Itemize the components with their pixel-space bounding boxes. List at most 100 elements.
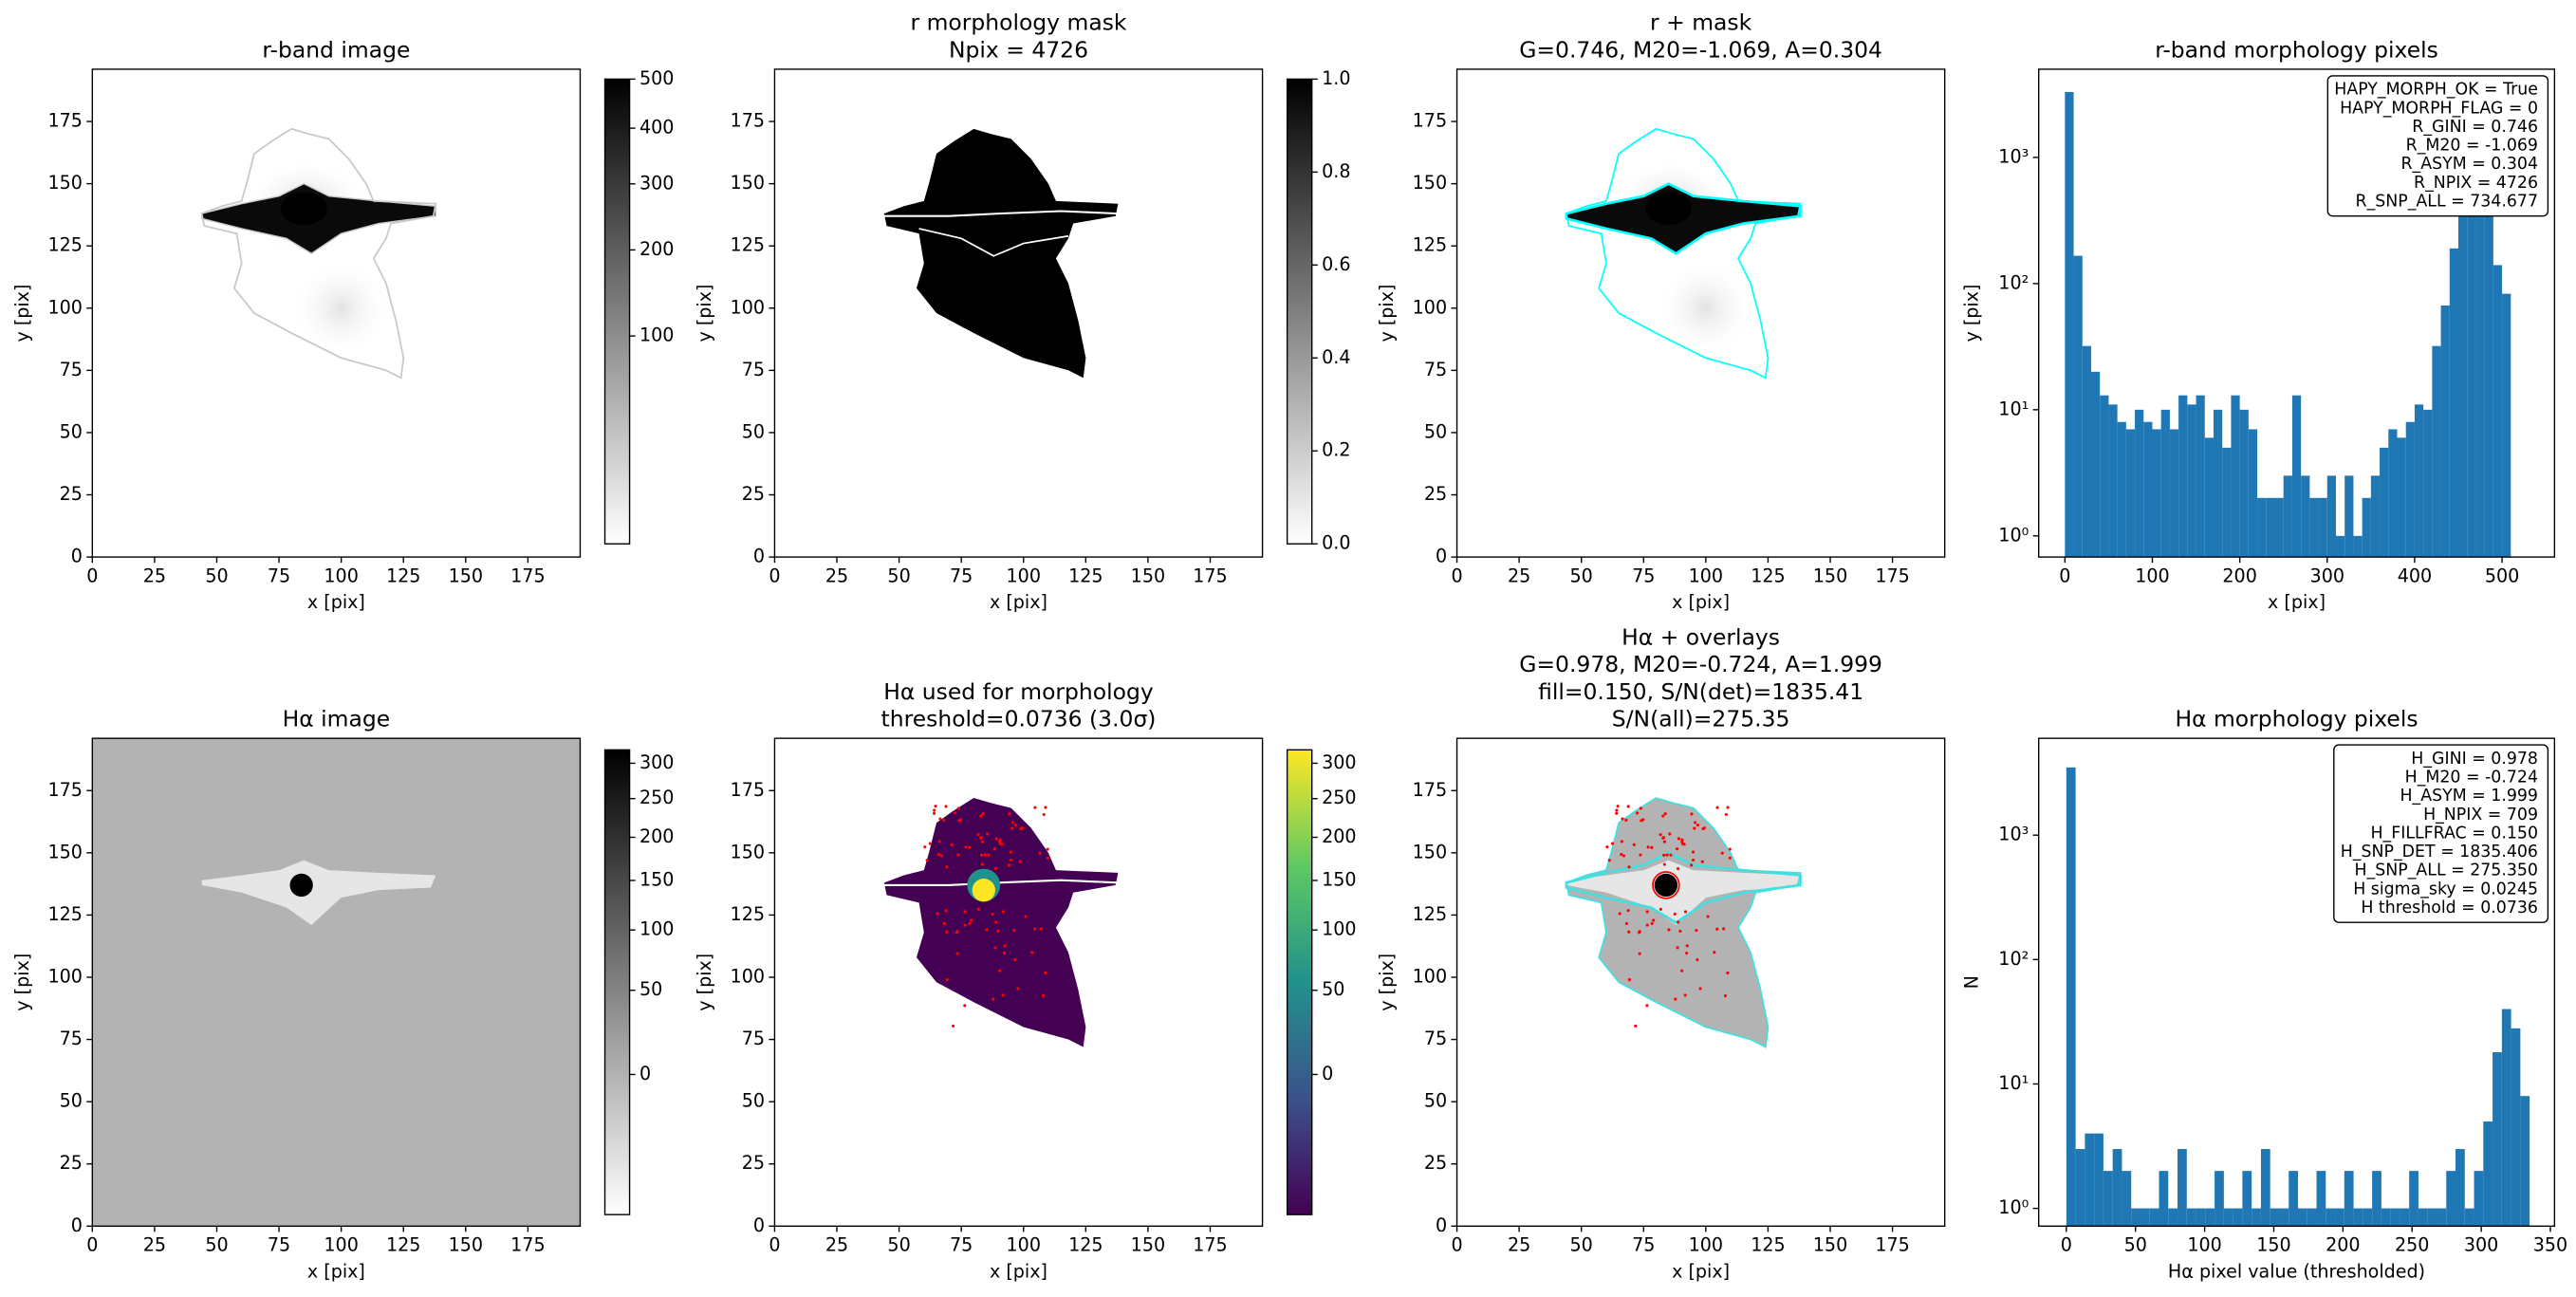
bar [2204, 437, 2214, 558]
marker [991, 912, 994, 916]
x-tick-label: 50 [2124, 1234, 2147, 1256]
y-tick-label: 75 [60, 359, 83, 380]
y-tick-label: 100 [1413, 965, 1447, 987]
marker [980, 840, 984, 843]
x-tick-label: 175 [1193, 1234, 1227, 1256]
marker [1692, 850, 1696, 854]
marker [1622, 854, 1626, 858]
bar [2260, 1149, 2270, 1227]
x-tick-label: 25 [143, 1234, 166, 1256]
annotation-line: R_GINI = 0.746 [2412, 118, 2538, 137]
marker [952, 1024, 955, 1028]
x-tick-label: 175 [1875, 1234, 1909, 1256]
bar [2239, 409, 2249, 558]
bar [2100, 395, 2109, 558]
marker [938, 817, 942, 821]
marker [1640, 819, 1643, 823]
contour [200, 127, 437, 380]
x-tick-label: 175 [510, 565, 545, 586]
marker [991, 997, 995, 1001]
marker [1676, 946, 1679, 950]
bar [2266, 497, 2275, 558]
y-tick-label: 125 [731, 903, 765, 925]
bar [2493, 265, 2503, 558]
marker [1701, 826, 1705, 831]
x-tick-label: 175 [1875, 565, 1909, 586]
marker [954, 931, 959, 935]
y-tick-label: 50 [60, 1090, 83, 1112]
x-tick-label: 500 [2485, 565, 2519, 586]
marker [1610, 842, 1614, 845]
marker [1700, 860, 1704, 863]
marker [1677, 866, 1680, 871]
mask-cut [883, 210, 1119, 217]
colorbar-tick-label: 50 [1322, 978, 1344, 1000]
x-tick-label: 300 [2464, 1234, 2498, 1256]
marker [1044, 806, 1047, 809]
marker [976, 833, 980, 837]
colorbar-tick-label: 0.8 [1322, 160, 1350, 182]
x-tick-label: 50 [205, 565, 228, 586]
marker [956, 853, 960, 857]
marker [1724, 812, 1728, 817]
marker [1726, 806, 1730, 809]
marker [1009, 850, 1013, 854]
x-tick-label: 25 [825, 565, 848, 586]
bar [2122, 1171, 2132, 1227]
marker [1010, 821, 1014, 825]
colorbar-tick-label: 100 [639, 324, 674, 346]
bar [2090, 371, 2101, 558]
marker [980, 862, 984, 866]
x-tick-label: 100 [1689, 1234, 1723, 1256]
marker [1667, 928, 1671, 932]
y-tick-label: 150 [1413, 172, 1447, 194]
y-tick-label: 10⁰ [1998, 524, 2029, 546]
bar [2223, 1208, 2233, 1227]
x-tick-label: 0 [1451, 565, 1462, 586]
marker [1010, 826, 1014, 830]
marker [928, 842, 932, 845]
x-axis-label: x [pix] [1672, 591, 1730, 613]
panel: 0 25 50 75 100 125 150 175 0 25 50 75 100 125 150 175 x … [694, 678, 1357, 1283]
marker [1683, 993, 1687, 997]
marker [979, 836, 983, 840]
panel: 0 25 50 75 100 125 150 175 0 25 50 75 100 125 150 175 x … [11, 706, 675, 1283]
bar [2409, 1171, 2418, 1227]
panel-title: fill=0.150, S/N(det)=1835.41 [1538, 678, 1863, 705]
y-tick-label: 50 [742, 1090, 765, 1112]
bar [2474, 1171, 2484, 1227]
marker [1012, 928, 1016, 933]
bar [2178, 1149, 2187, 1227]
axes-frame [1455, 68, 1946, 558]
x-tick-label: 300 [2310, 565, 2344, 586]
marker [1009, 858, 1013, 862]
colorbar [1286, 78, 1313, 545]
contour [1565, 797, 1802, 1048]
bar [2168, 1208, 2178, 1227]
marker [981, 812, 985, 816]
x-axis-label: x [pix] [990, 591, 1047, 613]
marker [976, 907, 980, 911]
panel-title: Hα morphology pixels [2175, 706, 2418, 732]
marker [1041, 993, 1045, 998]
x-tick-label: 100 [2135, 565, 2169, 586]
bar [2370, 475, 2381, 558]
bar [2117, 421, 2126, 558]
panel-title: r-band morphology pixels [2155, 36, 2438, 63]
marker [1039, 927, 1044, 931]
marker [942, 921, 946, 926]
y-tick-label: 25 [60, 1152, 83, 1174]
marker [1680, 969, 1684, 973]
contour [1565, 127, 1802, 380]
panel-title: Hα + overlays [1622, 624, 1780, 651]
axes-frame [91, 737, 582, 1228]
marker [1001, 993, 1005, 997]
y-axis-label: y [pix] [694, 954, 715, 1011]
colorbar-tick-label: 200 [639, 825, 674, 847]
x-tick-label: 150 [449, 1234, 483, 1256]
marker [1030, 951, 1034, 954]
marker [986, 832, 990, 836]
y-tick-label: 25 [1424, 1152, 1447, 1174]
colorbar-tick-label: 150 [639, 868, 674, 890]
